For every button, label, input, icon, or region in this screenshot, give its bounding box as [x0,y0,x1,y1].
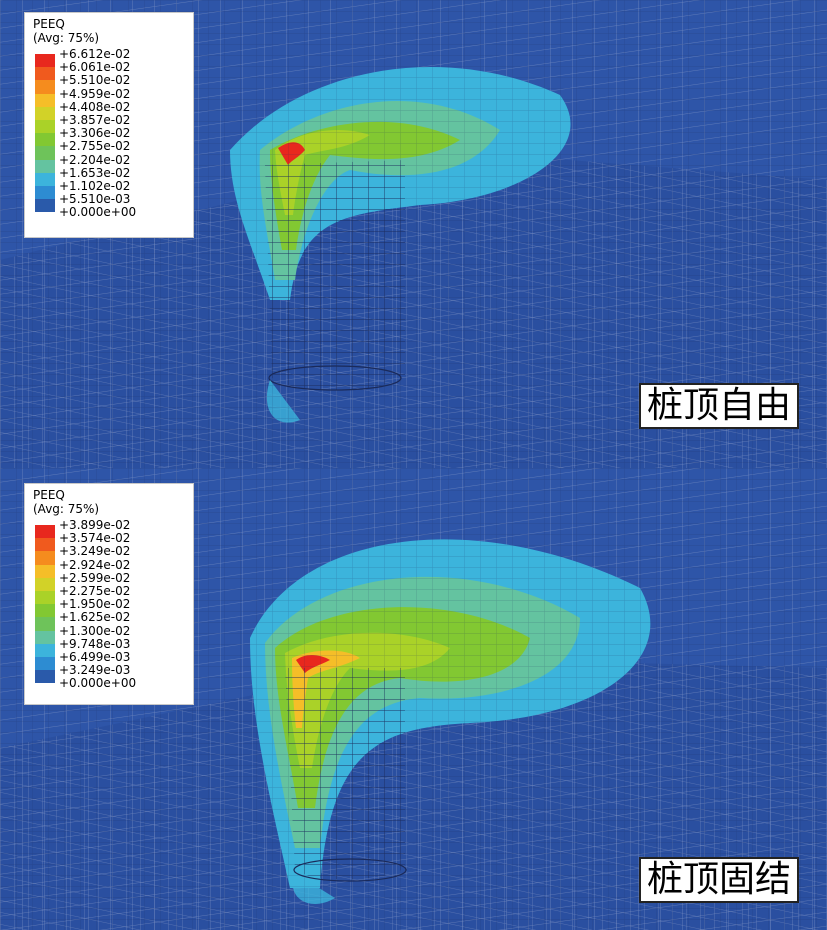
legend-swatch [35,133,55,147]
legend-row: +0.000e+00 [33,677,185,690]
legend-row: +9.748e-03 [33,636,185,657]
legend-row: +1.653e-02 [33,165,185,186]
legend-row: +5.510e-03 [33,192,185,213]
legend-value: +2.275e-02 [59,583,131,598]
legend-value: +6.499e-03 [59,649,131,664]
legend-value: +9.748e-03 [59,636,131,651]
legend-value: +1.653e-02 [59,165,131,180]
legend-row: +4.959e-02 [33,86,185,107]
legend-row: +5.510e-02 [33,73,185,94]
legend-swatch [35,670,55,684]
legend-value: +3.857e-02 [59,112,131,127]
legend-row: +2.755e-02 [33,139,185,160]
legend-bottom: PEEQ (Avg: 75%) +3.899e-02 +3.574e-02 +3… [24,483,194,705]
legend-value: +0.000e+00 [59,205,137,220]
panel-free-pile-head: PEEQ (Avg: 75%) +6.612e-02 +6.061e-02 +5… [0,0,827,468]
legend-swatch [35,630,55,644]
legend-row: +3.249e-03 [33,663,185,684]
legend-row: +3.574e-02 [33,531,185,552]
legend-subtitle: (Avg: 75%) [33,31,100,45]
legend-value: +1.102e-02 [59,178,131,193]
legend-row: +3.899e-02 [33,518,185,539]
legend-swatch [35,199,55,213]
legend-swatch [35,643,55,657]
caption-fixed-pile-head: 桩顶固结 [638,857,799,903]
legend-swatch [35,54,55,68]
legend-value: +0.000e+00 [59,676,137,691]
legend-swatch [35,172,55,186]
legend-title: PEEQ [33,488,65,502]
legend-title: PEEQ [33,17,65,31]
legend-swatch [35,617,55,631]
legend-swatch [35,67,55,81]
legend-subtitle: (Avg: 75%) [33,502,100,516]
legend-value: +3.899e-02 [59,518,131,532]
legend-value: +2.204e-02 [59,152,131,167]
legend-swatch [35,590,55,605]
legend-swatch [35,525,55,539]
legend-swatch [35,551,55,565]
legend-swatch [35,159,55,173]
legend-value: +5.510e-02 [59,73,131,88]
legend-value: +3.574e-02 [59,531,131,546]
legend-value: +1.300e-02 [59,623,131,638]
panel-fixed-pile-head: PEEQ (Avg: 75%) +3.899e-02 +3.574e-02 +3… [0,468,827,930]
legend-value: +6.061e-02 [59,60,131,75]
legend-value: +3.249e-02 [59,544,131,559]
legend-row: +3.306e-02 [33,126,185,147]
legend-row: +6.499e-03 [33,649,185,671]
legend-swatch [35,185,55,200]
legend-value: +4.408e-02 [59,99,131,114]
legend-value: +5.510e-03 [59,192,131,207]
legend-swatch [35,106,55,120]
legend-value: +1.950e-02 [59,597,131,612]
legend-row: +2.924e-02 [33,557,185,578]
legend-row: +6.061e-02 [33,60,185,81]
legend-row: +3.249e-02 [33,544,185,565]
legend-row: +2.599e-02 [33,570,185,591]
legend-value: +2.599e-02 [59,570,131,585]
legend-row: +2.275e-02 [33,583,185,605]
legend-swatch [35,80,55,94]
legend-swatch [35,577,55,591]
legend-swatch [35,604,55,618]
legend-row: +0.000e+00 [33,206,185,219]
legend-rows: +6.612e-02 +6.061e-02 +5.510e-02 +4.959e… [33,48,185,219]
legend-row: +1.102e-02 [33,178,185,200]
legend-row: +6.612e-02 [33,47,185,68]
legend-value: +4.959e-02 [59,86,131,101]
legend-value: +1.625e-02 [59,610,131,625]
legend-value: +3.249e-03 [59,663,131,678]
legend-swatch [35,93,55,107]
legend-top: PEEQ (Avg: 75%) +6.612e-02 +6.061e-02 +5… [24,12,194,238]
legend-value: +2.755e-02 [59,139,131,154]
legend-row: +1.950e-02 [33,597,185,618]
caption-free-pile-head: 桩顶自由 [638,383,799,429]
legend-swatch [35,146,55,160]
legend-value: +3.306e-02 [59,126,131,141]
legend-row: +1.300e-02 [33,623,185,644]
legend-value: +6.612e-02 [59,47,131,61]
legend-swatch [35,656,55,671]
legend-row: +1.625e-02 [33,610,185,631]
legend-value: +2.924e-02 [59,557,131,572]
legend-rows: +3.899e-02 +3.574e-02 +3.249e-02 +2.924e… [33,519,185,690]
legend-row: +4.408e-02 [33,99,185,120]
legend-swatch [35,564,55,578]
legend-row: +2.204e-02 [33,152,185,173]
legend-swatch [35,119,55,134]
legend-swatch [35,538,55,552]
legend-row: +3.857e-02 [33,112,185,134]
